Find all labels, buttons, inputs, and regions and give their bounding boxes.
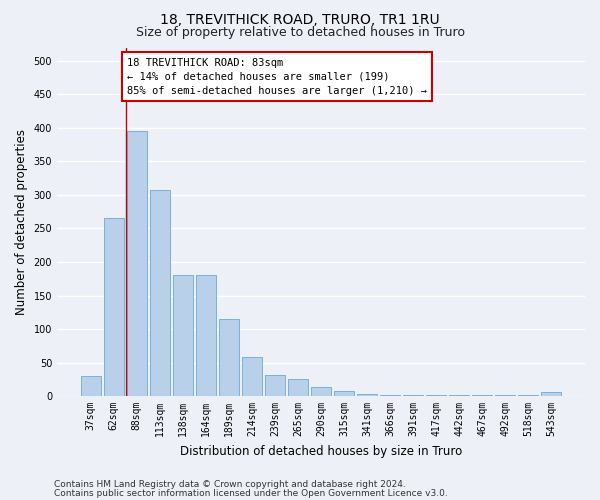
Bar xyxy=(219,319,239,396)
X-axis label: Distribution of detached houses by size in Truro: Distribution of detached houses by size … xyxy=(180,444,462,458)
Bar xyxy=(150,190,170,396)
Bar xyxy=(403,394,423,396)
Bar xyxy=(380,394,400,396)
Bar xyxy=(288,380,308,396)
Text: 18 TREVITHICK ROAD: 83sqm
← 14% of detached houses are smaller (199)
85% of semi: 18 TREVITHICK ROAD: 83sqm ← 14% of detac… xyxy=(127,58,427,96)
Bar xyxy=(173,274,193,396)
Bar xyxy=(518,394,538,396)
Bar xyxy=(311,388,331,396)
Bar xyxy=(357,394,377,396)
Bar xyxy=(265,376,285,396)
Text: Contains HM Land Registry data © Crown copyright and database right 2024.: Contains HM Land Registry data © Crown c… xyxy=(54,480,406,489)
Text: 18, TREVITHICK ROAD, TRURO, TR1 1RU: 18, TREVITHICK ROAD, TRURO, TR1 1RU xyxy=(160,12,440,26)
Bar xyxy=(127,132,146,396)
Bar xyxy=(242,357,262,396)
Bar xyxy=(541,392,561,396)
Bar xyxy=(496,394,515,396)
Bar xyxy=(196,274,216,396)
Bar xyxy=(81,376,101,396)
Bar xyxy=(449,394,469,396)
Bar xyxy=(427,394,446,396)
Text: Contains public sector information licensed under the Open Government Licence v3: Contains public sector information licen… xyxy=(54,489,448,498)
Bar xyxy=(472,394,492,396)
Bar xyxy=(104,218,124,396)
Text: Size of property relative to detached houses in Truro: Size of property relative to detached ho… xyxy=(136,26,464,39)
Bar xyxy=(334,390,354,396)
Y-axis label: Number of detached properties: Number of detached properties xyxy=(15,129,28,315)
